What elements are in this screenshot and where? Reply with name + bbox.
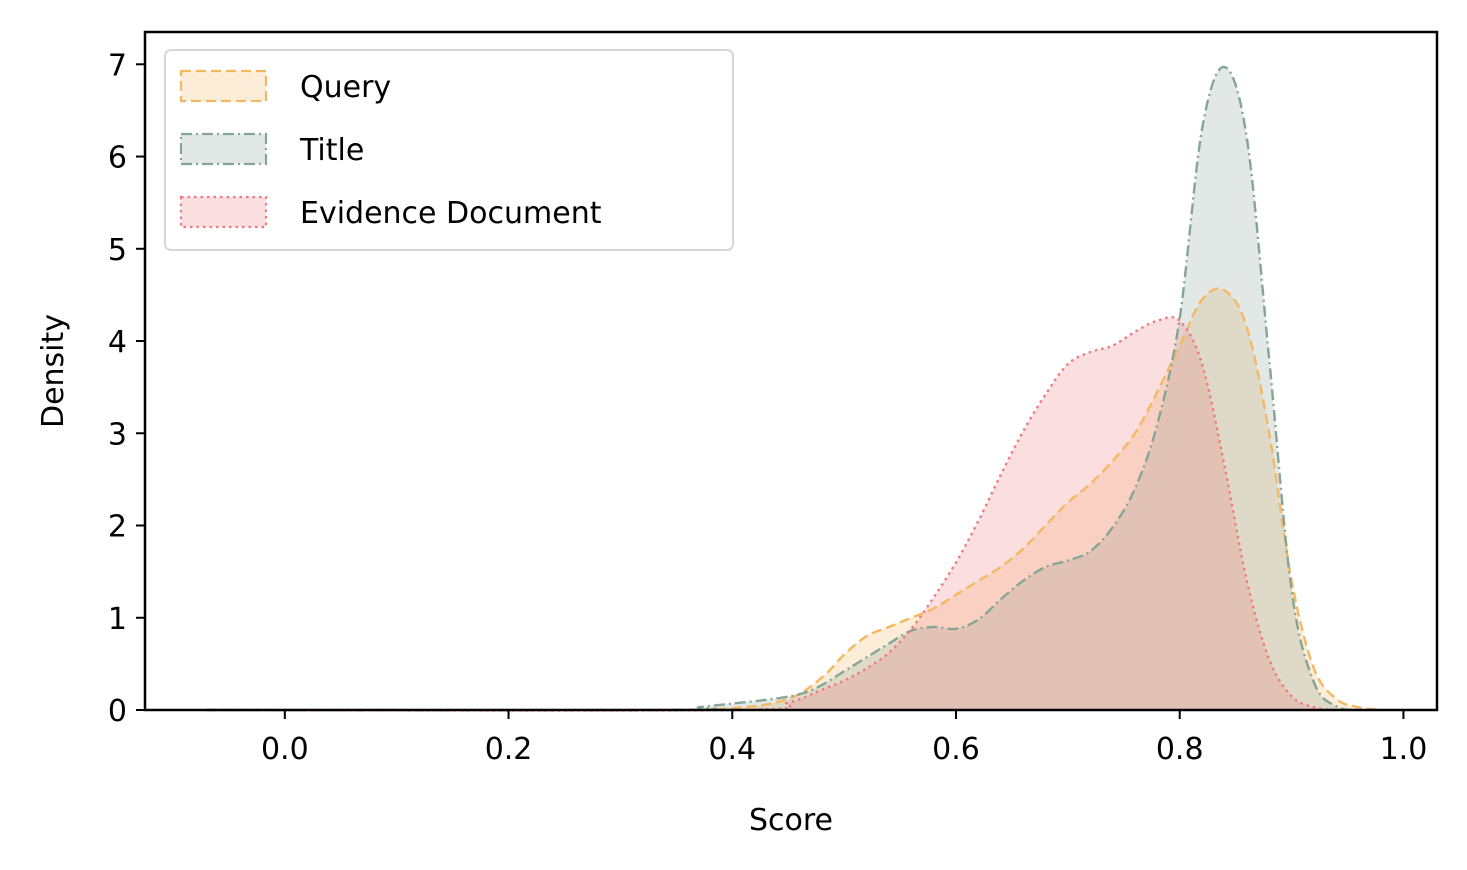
legend-label-title: Title — [299, 133, 364, 168]
plot-frame — [143, 30, 1439, 712]
legend-label-query: Query — [300, 70, 391, 105]
x-tick-label: 1.0 — [1380, 732, 1428, 767]
x-tick-label: 0.2 — [485, 732, 533, 767]
y-axis-ticks: 0 1 2 3 4 5 6 7 — [108, 48, 145, 729]
y-tick-label: 6 — [108, 141, 127, 176]
y-tick-label: 1 — [108, 602, 127, 637]
y-tick-label: 2 — [108, 510, 127, 545]
y-tick-label: 5 — [108, 233, 127, 268]
series-line-title — [206, 65, 1359, 712]
x-tick-label: 0.4 — [708, 732, 756, 767]
x-axis-label: Score — [749, 803, 833, 838]
series-line-evidence-document — [206, 315, 1337, 712]
series-area-evidence-document — [206, 317, 1337, 711]
x-tick-label: 0.0 — [261, 732, 309, 767]
x-axis-ticks: 0.0 0.2 0.4 0.6 0.8 1.0 — [261, 710, 1427, 767]
y-tick-label: 0 — [108, 694, 127, 729]
y-axis-label: Density — [36, 314, 71, 428]
series-line-query — [206, 287, 1382, 712]
series-area-query — [206, 288, 1382, 711]
y-tick-label: 7 — [108, 48, 127, 83]
legend-frame — [164, 49, 734, 251]
legend-swatch-evidence-document — [179, 195, 268, 229]
x-tick-label: 0.6 — [932, 732, 980, 767]
series-area-title — [206, 66, 1359, 711]
legend-swatch-title — [179, 132, 268, 166]
series-layer — [206, 65, 1382, 712]
legend-label-evidence-document: Evidence Document — [300, 196, 602, 231]
x-tick-label: 0.8 — [1156, 732, 1204, 767]
legend-swatch-query — [179, 69, 268, 103]
y-tick-label: 3 — [108, 417, 127, 452]
legend: Query Title Evidence Document — [164, 49, 734, 251]
y-tick-label: 4 — [108, 325, 127, 360]
